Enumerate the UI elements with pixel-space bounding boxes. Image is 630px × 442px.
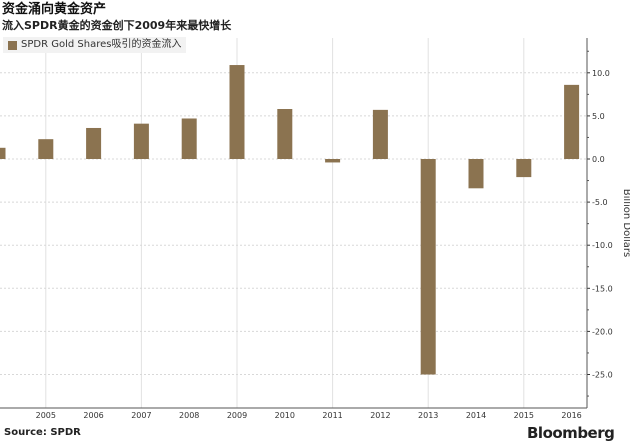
x-tick-label: 2009: [227, 411, 247, 420]
x-tick-label: 2011: [322, 411, 342, 420]
legend-swatch: [8, 40, 17, 50]
bar-2012: [372, 109, 388, 159]
bar-2008: [181, 118, 197, 159]
bar-2015: [516, 159, 532, 178]
bar-2013: [420, 159, 436, 375]
x-tick-label: 2012: [370, 411, 390, 420]
y-tick-label: 10.0: [592, 69, 610, 78]
bloomberg-logo: Bloomberg: [527, 424, 615, 442]
chart-title: 资金涌向黄金资产: [2, 2, 107, 17]
legend: SPDR Gold Shares吸引的资金流入: [3, 37, 187, 53]
x-tick-label: 2014: [466, 411, 486, 420]
bar-2007: [133, 123, 149, 159]
bar-2016: [564, 84, 580, 159]
x-tick-label: 2013: [418, 411, 438, 420]
source-note: Source: SPDR: [4, 427, 81, 438]
y-tick-label: 5.0: [592, 112, 605, 121]
bar-2011: [325, 159, 341, 163]
x-tick-label: 2005: [36, 411, 56, 420]
bar-2004: [0, 147, 6, 159]
chart-subtitle: 流入SPDR黄金的资金创下2009年来最快增长: [2, 19, 232, 32]
x-tick-label: 2015: [514, 411, 534, 420]
bar-2010: [277, 109, 293, 159]
x-tick-label: 2010: [275, 411, 295, 420]
x-tick-label: 2007: [131, 411, 151, 420]
x-tick-label: 2008: [179, 411, 199, 420]
bar-2005: [38, 139, 54, 159]
bar-2009: [229, 65, 245, 159]
x-tick-label: 2016: [561, 411, 581, 420]
y-tick-label: -25.0: [592, 371, 613, 380]
y-tick-label: -15.0: [592, 284, 613, 293]
y-tick-label: -5.0: [592, 198, 608, 207]
y-tick-label: -10.0: [592, 241, 613, 250]
x-tick-label: 2006: [83, 411, 103, 420]
y-tick-label: 0.0: [592, 155, 605, 164]
y-tick-label: -20.0: [592, 327, 613, 336]
legend-label: SPDR Gold Shares吸引的资金流入: [21, 39, 182, 50]
bar-2006: [86, 127, 102, 159]
y-axis-label: Billion Dollars: [621, 189, 630, 257]
bar-2014: [468, 159, 484, 189]
